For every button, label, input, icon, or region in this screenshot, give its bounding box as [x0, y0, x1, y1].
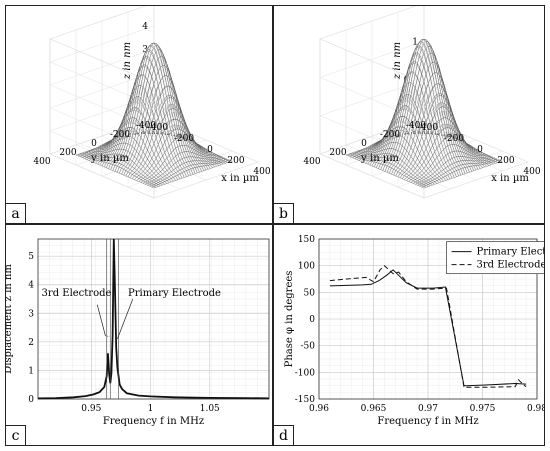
- y-tick-label: -150: [295, 395, 315, 405]
- plot-frame: [318, 238, 538, 400]
- y-tick-label: 400: [33, 157, 50, 167]
- panel-label-d: d: [274, 425, 294, 445]
- panel-label-a: a: [6, 203, 26, 223]
- surface-patch: [497, 159, 503, 162]
- legend-label-third: 3rd Electrode: [477, 260, 544, 271]
- x-tick-label: -400: [418, 123, 438, 133]
- y-tick-label: 5: [28, 252, 34, 262]
- wall-grid-line: [49, 48, 155, 86]
- annotation-third-electrode: 3rd Electrode: [42, 288, 112, 299]
- z-axis-label: z in nm: [122, 42, 133, 80]
- panel-label-b: b: [274, 203, 294, 223]
- panel-label-c: c: [6, 425, 26, 445]
- floor-grid-line: [153, 161, 259, 199]
- x-tick-label: 0.96: [309, 404, 329, 414]
- x-tick-label: 0.95: [81, 404, 101, 414]
- z-tick-label: 1.5: [404, 6, 419, 9]
- x-tick-label: 0.965: [361, 404, 387, 414]
- x-tick-label: 0: [207, 145, 213, 155]
- legend-box: [446, 241, 550, 275]
- x-tick-label: 200: [497, 156, 514, 166]
- y-tick-label: 3: [28, 309, 34, 319]
- x-tick-label: 400: [253, 167, 270, 177]
- x-tick-label: 0.975: [470, 404, 496, 414]
- y-axis-label: y in µm: [90, 153, 129, 164]
- y-tick-label: -200: [110, 130, 130, 140]
- x-tick-label: 400: [523, 167, 540, 177]
- legend-label-primary: Primary Electrode: [477, 247, 544, 258]
- y-tick-label: 200: [329, 148, 346, 158]
- wall-grid-line: [49, 153, 155, 199]
- y-tick-label: 0: [361, 139, 367, 149]
- y-tick-label: 0: [28, 395, 34, 405]
- z-tick-label: 3: [142, 45, 148, 55]
- wall-grid-line: [319, 41, 425, 78]
- y-axis-label: y in µm: [360, 153, 399, 164]
- x-tick-label: 0: [477, 145, 483, 155]
- y-tick-label: 150: [298, 235, 315, 245]
- panel-c: 0.95 1 1.05 0 1 2 3 4 5 Frequency f in MHz Displac…: [3, 224, 273, 446]
- y-tick-label: -50: [301, 342, 316, 352]
- floor-grid-line: [423, 161, 529, 199]
- x-tick-label: -400: [148, 123, 168, 133]
- x-tick-label: 0.98: [527, 404, 544, 414]
- x-tick-label: 0.97: [418, 404, 438, 414]
- x-axis-label: x in µm: [221, 173, 259, 184]
- y-tick-label: -100: [295, 368, 315, 378]
- surface-patch: [227, 159, 233, 162]
- x-tick-label: -200: [444, 134, 464, 144]
- line-chart-d: 0.96 0.965 0.97 0.975 0.98 -150 -100 -50 0 50 100 1…: [284, 235, 550, 427]
- y-axis-label: Displacement z in nm: [6, 264, 14, 374]
- series-line-0: [37, 238, 270, 400]
- y-tick-label: 0: [91, 139, 97, 149]
- y-axis-label: Phase φ in degrees: [284, 271, 295, 368]
- z-tick-label: 4: [142, 22, 148, 32]
- surface-plot-b: 00.511.5-400-20002004004002000-200-400z …: [303, 0, 541, 199]
- wall-grid-line: [319, 2, 425, 40]
- y-tick-label: 1: [28, 366, 34, 376]
- y-tick-label: 50: [304, 288, 316, 298]
- plot-frame: [37, 238, 270, 400]
- x-axis-label: Frequency f in MHz: [103, 416, 204, 427]
- panel-b: 00.511.5-400-20002004004002000-200-400z …: [273, 0, 545, 224]
- y-tick-label: 400: [303, 157, 320, 167]
- series-line-0: [329, 269, 527, 387]
- y-tick-label: 100: [298, 262, 315, 272]
- y-tick-label: -400: [136, 121, 156, 131]
- series-line-1: [329, 265, 527, 388]
- y-tick-label: 0: [309, 315, 315, 325]
- y-tick-label: -400: [406, 121, 426, 131]
- wall-grid-line: [319, 153, 425, 199]
- x-tick-label: 1: [148, 404, 154, 414]
- panel-d: 0.96 0.965 0.97 0.975 0.98 -150 -100 -50 0 50 100 1…: [273, 224, 550, 446]
- line-chart-c: 0.95 1 1.05 0 1 2 3 4 5 Frequency f in MHz Displac…: [3, 238, 270, 427]
- z-tick-label: 1: [412, 37, 418, 47]
- y-tick-label: 4: [28, 281, 34, 291]
- z-axis-label: z in nm: [392, 42, 403, 80]
- x-tick-label: 1.05: [200, 404, 220, 414]
- x-tick-label: 200: [227, 156, 244, 166]
- y-tick-label: 2: [28, 338, 34, 348]
- wall-grid-line: [49, 25, 155, 63]
- annotation-primary-electrode: Primary Electrode: [128, 288, 221, 299]
- annotation-pointer: [96, 304, 106, 337]
- x-axis-label: x in µm: [491, 173, 529, 184]
- annotation-pointer: [117, 298, 134, 340]
- y-tick-label: 200: [59, 148, 76, 158]
- x-tick-label: -200: [174, 134, 194, 144]
- y-tick-label: -200: [380, 130, 400, 140]
- x-axis-label: Frequency f in MHz: [377, 416, 478, 427]
